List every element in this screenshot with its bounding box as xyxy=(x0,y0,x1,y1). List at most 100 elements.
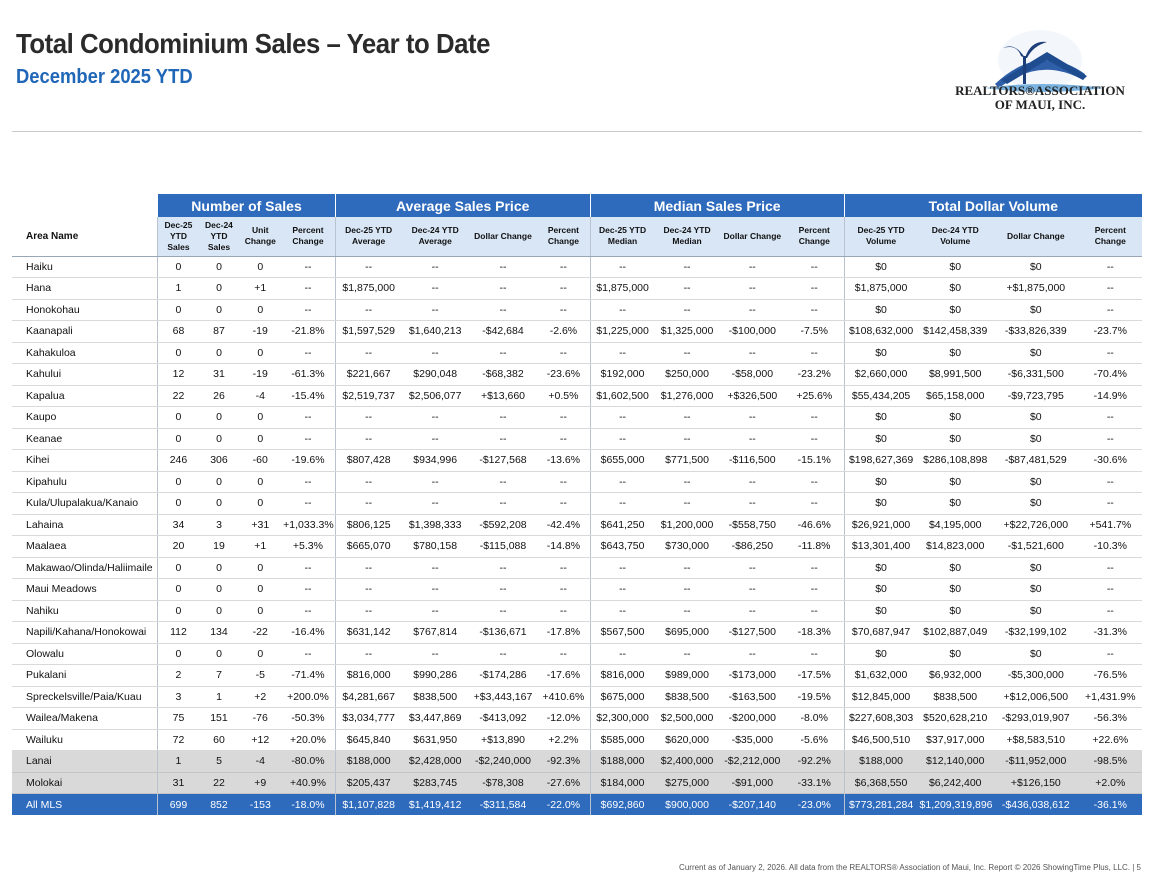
table-cell: $0 xyxy=(992,256,1079,278)
table-cell: +$22,726,000 xyxy=(992,514,1079,536)
table-cell: -- xyxy=(1078,342,1142,364)
table-cell: 0 xyxy=(239,578,282,601)
table-cell: $0 xyxy=(843,256,918,278)
table-cell: -- xyxy=(589,600,655,622)
realtors-association-logo xyxy=(985,30,1105,92)
table-cell: -- xyxy=(537,557,591,579)
table-cell: $1,209,319,896 xyxy=(917,793,993,815)
table-cell: -- xyxy=(334,557,402,579)
table-cell: 699 xyxy=(157,793,199,815)
table-cell: 87 xyxy=(198,320,240,343)
table-cell: -- xyxy=(654,557,720,579)
table-row: Molokai 31 22 +9 +40.9% $205,437 $283,745 -$78,… xyxy=(12,772,1142,794)
table-cell: -16.4% xyxy=(281,621,336,644)
table-cell: -$58,000 xyxy=(719,363,785,386)
table-cell: +410.6% xyxy=(537,686,591,708)
table-cell: -- xyxy=(654,406,720,429)
table-cell: -18.3% xyxy=(784,621,845,644)
table-cell: -- xyxy=(281,299,336,321)
table-cell: -- xyxy=(719,277,785,300)
table-row: Honokohau 0 0 0 -- -- -- -- -- -- -- -- -- $0 $0 $0 -- xyxy=(12,299,1142,321)
table-cell: -- xyxy=(719,578,785,601)
table-cell: $0 xyxy=(843,471,918,493)
table-cell: 0 xyxy=(239,600,282,622)
group-header-row: Number of Sales Average Sales Price Medi… xyxy=(12,194,1142,217)
area-name-cell: Haiku xyxy=(12,256,158,278)
table-cell: -- xyxy=(719,256,785,278)
table-cell: +1 xyxy=(239,535,282,558)
table-cell: $0 xyxy=(992,492,1079,515)
table-cell: -$207,140 xyxy=(719,793,785,815)
table-cell: -$116,500 xyxy=(719,449,785,472)
table-cell: -- xyxy=(784,299,845,321)
table-cell: -- xyxy=(281,492,336,515)
table-cell: -- xyxy=(401,578,469,601)
table-cell: +1,431.9% xyxy=(1078,686,1142,708)
page-title: Total Condominium Sales – Year to Date xyxy=(16,28,490,59)
table-cell: $2,300,000 xyxy=(589,707,655,730)
area-name-cell: Kapalua xyxy=(12,385,158,407)
table-cell: $221,667 xyxy=(334,363,402,386)
table-cell: -$1,521,600 xyxy=(992,535,1079,558)
table-cell: $807,428 xyxy=(334,449,402,472)
table-cell: -4 xyxy=(239,750,282,773)
table-cell: 0 xyxy=(198,342,240,364)
table-cell: -- xyxy=(784,578,845,601)
table-row: Keanae 0 0 0 -- -- -- -- -- -- -- -- -- $0 $0 $0 -- xyxy=(12,428,1142,450)
table-cell: +22.6% xyxy=(1078,729,1142,751)
table-cell: 0 xyxy=(157,643,199,665)
table-cell: $665,070 xyxy=(334,535,402,558)
table-row: Napili/Kahana/Honokowai 112 134 -22 -16.4% $6… xyxy=(12,621,1142,644)
table-cell: -- xyxy=(589,299,655,321)
area-name-cell: All MLS xyxy=(12,793,158,815)
table-cell: -- xyxy=(537,299,591,321)
table-cell: -$33,826,339 xyxy=(992,320,1079,343)
table-cell: 0 xyxy=(239,299,282,321)
table-cell: -- xyxy=(537,471,591,493)
table-cell: -- xyxy=(334,492,402,515)
table-cell: $1,225,000 xyxy=(589,320,655,343)
table-cell: -- xyxy=(468,342,538,364)
table-cell: -70.4% xyxy=(1078,363,1142,386)
table-cell: -- xyxy=(281,578,336,601)
table-cell: $0 xyxy=(992,578,1079,601)
table-cell: -- xyxy=(589,406,655,429)
table-cell: -4 xyxy=(239,385,282,407)
table-cell: -23.0% xyxy=(784,793,845,815)
table-cell: -- xyxy=(654,471,720,493)
table-cell: $645,840 xyxy=(334,729,402,751)
table-cell: 0 xyxy=(157,492,199,515)
column-header: Area Name xyxy=(12,217,158,257)
group-total-dollar-volume: Total Dollar Volume xyxy=(843,194,1142,217)
table-cell: -23.2% xyxy=(784,363,845,386)
table-cell: $0 xyxy=(843,428,918,450)
table-cell: -- xyxy=(654,277,720,300)
table-cell: $142,458,339 xyxy=(917,320,993,343)
table-cell: -- xyxy=(537,342,591,364)
table-cell: -- xyxy=(719,600,785,622)
table-cell: 0 xyxy=(157,471,199,493)
table-cell: 1 xyxy=(157,750,199,773)
table-cell: $250,000 xyxy=(654,363,720,386)
table-cell: -$6,331,500 xyxy=(992,363,1079,386)
table-cell: 1 xyxy=(198,686,240,708)
table-cell: -- xyxy=(654,578,720,601)
table-cell: $0 xyxy=(992,428,1079,450)
area-name-cell: Makawao/Olinda/Haliimaile xyxy=(12,557,158,579)
table-cell: +20.0% xyxy=(281,729,336,751)
table-cell: -- xyxy=(719,406,785,429)
table-cell: -$311,584 xyxy=(468,793,538,815)
total-row: All MLS 699 852 -153 -18.0% $1,107,828 $1,419,… xyxy=(12,793,1142,815)
table-cell: $2,400,000 xyxy=(654,750,720,773)
table-cell: $767,814 xyxy=(401,621,469,644)
table-cell: -- xyxy=(784,643,845,665)
area-name-cell: Pukalani xyxy=(12,664,158,687)
table-cell: -- xyxy=(334,406,402,429)
table-cell: -- xyxy=(654,428,720,450)
table-row: Spreckelsville/Paia/Kuau 3 1 +2 +200.0% $4,28… xyxy=(12,686,1142,708)
table-cell: $0 xyxy=(992,299,1079,321)
table-cell: 26 xyxy=(198,385,240,407)
table-cell: -19 xyxy=(239,363,282,386)
table-cell: $12,140,000 xyxy=(917,750,993,773)
table-cell: 68 xyxy=(157,320,199,343)
